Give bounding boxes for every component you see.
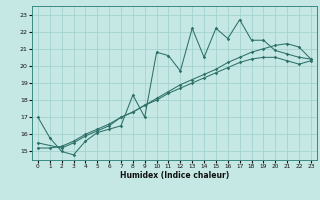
X-axis label: Humidex (Indice chaleur): Humidex (Indice chaleur) [120, 171, 229, 180]
